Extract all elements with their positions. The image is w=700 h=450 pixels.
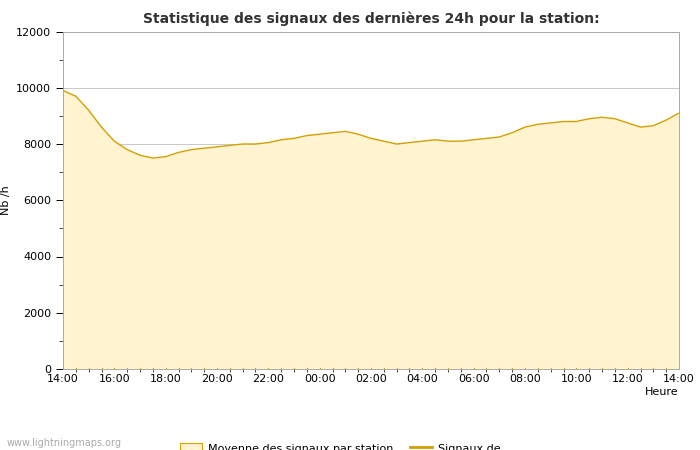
Y-axis label: Nb /h: Nb /h	[1, 185, 10, 215]
Legend: Moyenne des signaux par station, Signaux de: Moyenne des signaux par station, Signaux…	[176, 438, 505, 450]
Title: Statistique des signaux des dernières 24h pour la station:: Statistique des signaux des dernières 24…	[143, 12, 599, 26]
Text: www.lightningmaps.org: www.lightningmaps.org	[7, 438, 122, 448]
X-axis label: Heure: Heure	[645, 387, 679, 396]
